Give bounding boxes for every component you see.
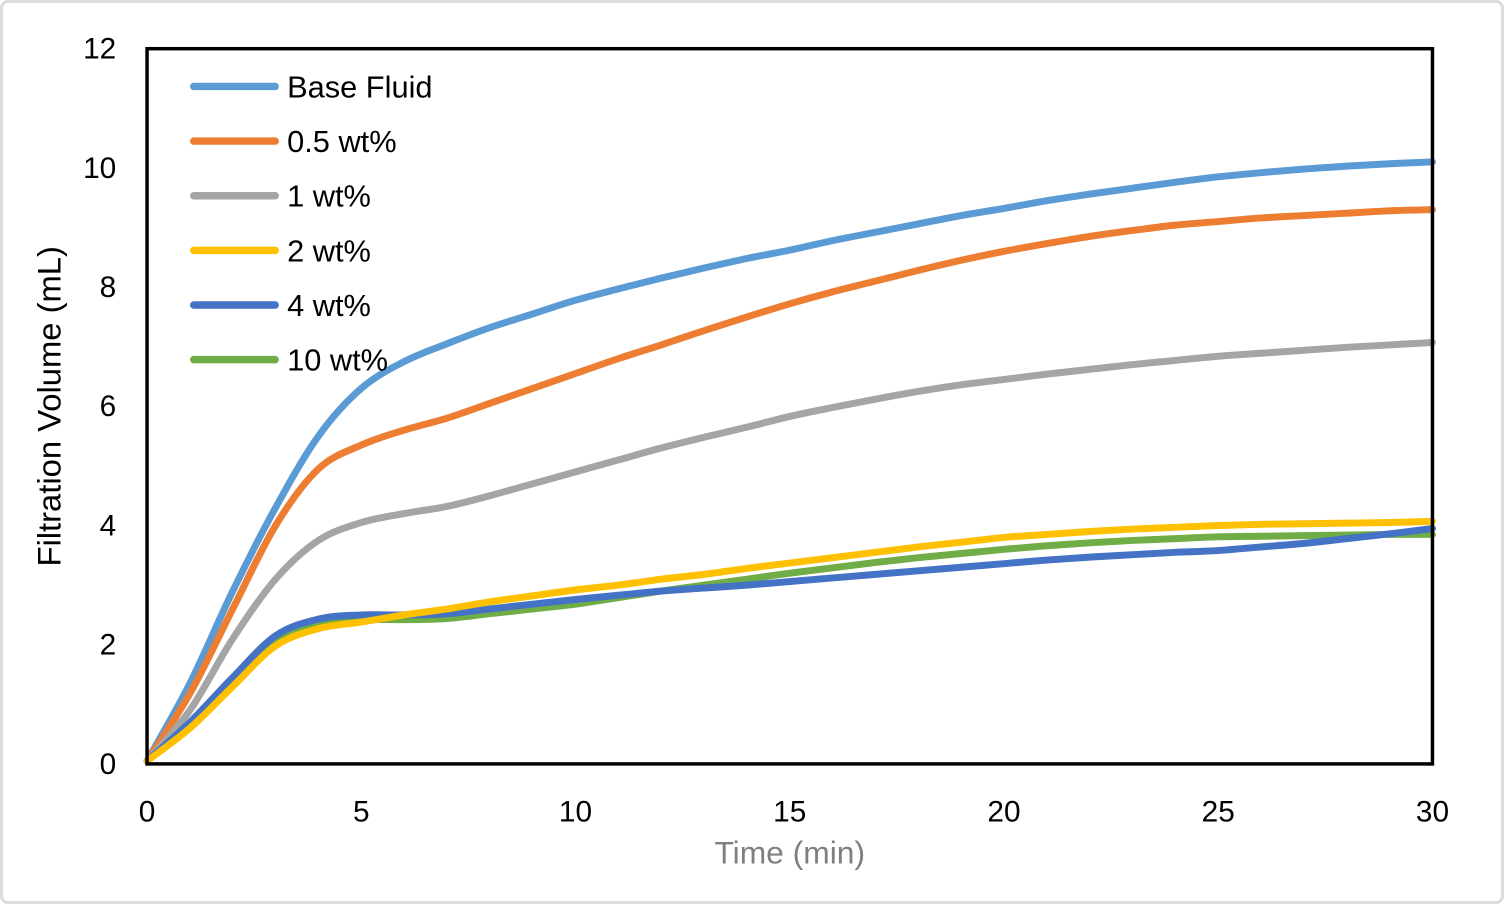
legend-item-0-5-wt: 0.5 wt% bbox=[190, 124, 397, 159]
legend-item-10-wt: 10 wt% bbox=[190, 343, 388, 378]
y-axis-title: Filtration Volume (mL) bbox=[31, 246, 68, 566]
legend-item-4-wt: 4 wt% bbox=[190, 288, 371, 323]
legend-label-4-wt: 4 wt% bbox=[287, 288, 371, 323]
legend-label-10-wt: 10 wt% bbox=[287, 343, 388, 378]
y-tick-label-8: 8 bbox=[100, 271, 117, 304]
series-line-0-5-wt bbox=[143, 206, 1436, 765]
y-axis-tick-labels: 0 2 4 6 8 10 12 bbox=[83, 33, 116, 781]
legend-item-base-fluid: Base Fluid bbox=[190, 69, 433, 104]
x-axis-tick-labels: 0 5 10 15 20 25 30 bbox=[139, 796, 1449, 829]
y-tick-label-0: 0 bbox=[100, 748, 117, 781]
legend-label-2-wt: 2 wt% bbox=[287, 233, 371, 268]
x-tick-label-0: 0 bbox=[139, 796, 156, 829]
x-tick-label-25: 25 bbox=[1202, 796, 1235, 829]
x-tick-label-15: 15 bbox=[773, 796, 806, 829]
legend-label-base-fluid: Base Fluid bbox=[287, 69, 432, 104]
series-line-2-wt bbox=[143, 517, 1436, 765]
x-tick-label-10: 10 bbox=[559, 796, 592, 829]
plot-frame bbox=[145, 46, 1435, 766]
legend-item-2-wt: 2 wt% bbox=[190, 233, 371, 268]
series-line-10-wt bbox=[143, 530, 1436, 765]
y-tick-label-2: 2 bbox=[100, 629, 117, 662]
y-tick-label-12: 12 bbox=[83, 33, 116, 66]
y-tick-label-6: 6 bbox=[100, 390, 117, 423]
x-tick-label-5: 5 bbox=[353, 796, 370, 829]
series-line-1-wt bbox=[143, 339, 1436, 765]
legend: Base Fluid 0.5 wt% 1 wt% 2 wt% 4 wt% 10 wt% bbox=[190, 69, 433, 378]
filtration-line-chart: 0 5 10 15 20 25 30 0 2 4 6 8 10 12 Time (min) Filtra… bbox=[31, 33, 1449, 871]
series-line-base-fluid bbox=[143, 158, 1436, 765]
x-axis-title: Time (min) bbox=[714, 834, 865, 870]
legend-item-1-wt: 1 wt% bbox=[190, 179, 371, 214]
x-tick-label-20: 20 bbox=[987, 796, 1020, 829]
series-line-4-wt bbox=[143, 525, 1436, 765]
legend-label-1-wt: 1 wt% bbox=[287, 179, 371, 214]
x-tick-label-30: 30 bbox=[1416, 796, 1449, 829]
series-layer bbox=[143, 158, 1436, 765]
y-tick-label-4: 4 bbox=[100, 509, 117, 542]
y-tick-label-10: 10 bbox=[83, 152, 116, 185]
legend-label-0-5-wt: 0.5 wt% bbox=[287, 124, 397, 159]
